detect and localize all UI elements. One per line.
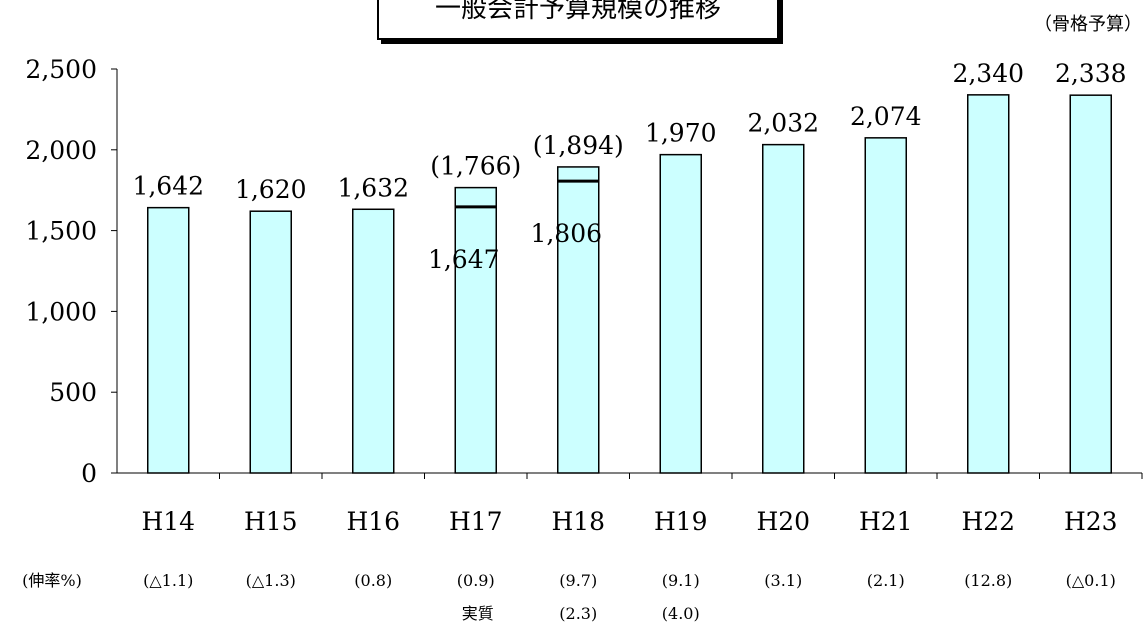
real-growth-header: 実質 — [462, 604, 494, 623]
x-tick-label: H21 — [859, 507, 913, 536]
x-tick-label: H16 — [346, 507, 400, 536]
y-tick-label: 0 — [81, 459, 97, 488]
real-growth-label: (2.3) — [559, 604, 597, 623]
bar-value-label: 1,620 — [235, 175, 307, 204]
x-tick-label: H15 — [244, 507, 298, 536]
bar-value-label: 1,642 — [132, 172, 204, 201]
bar-value-label: (1,766) — [430, 152, 521, 181]
growth-rate-header: (伸率%) — [22, 571, 82, 590]
x-tick-label: H20 — [756, 507, 810, 536]
x-tick-label: H17 — [449, 507, 503, 536]
bar-value-label: 2,074 — [850, 102, 922, 131]
x-tick-label: H18 — [551, 507, 605, 536]
y-tick-label: 2,000 — [25, 136, 97, 165]
growth-rate-label: (9.1) — [662, 571, 700, 590]
real-value-label: 1,647 — [428, 245, 500, 274]
x-tick-label: H23 — [1064, 507, 1118, 536]
bar — [557, 166, 600, 474]
growth-rate-label: (12.8) — [964, 571, 1012, 590]
bar-value-label: 2,338 — [1055, 59, 1127, 88]
x-tick-label: H14 — [141, 507, 195, 536]
chart-note: （骨格予算） — [1034, 14, 1142, 35]
growth-rate-label: (0.8) — [354, 571, 392, 590]
bar — [454, 186, 497, 474]
growth-rate-label: (△0.1) — [1066, 571, 1116, 590]
real-value-label: 1,806 — [530, 219, 602, 248]
real-growth-label: (4.0) — [662, 604, 700, 623]
growth-rate-label: (9.7) — [559, 571, 597, 590]
x-tick-label: H19 — [654, 507, 708, 536]
growth-rate-label: (0.9) — [457, 571, 495, 590]
bar — [147, 206, 190, 474]
growth-rate-label: (△1.3) — [246, 571, 296, 590]
bar — [762, 143, 805, 474]
bar — [352, 208, 395, 474]
y-tick-label: 1,000 — [25, 297, 97, 326]
growth-rate-label: (△1.1) — [143, 571, 193, 590]
y-tick-label: 2,500 — [25, 55, 97, 84]
bar — [1069, 94, 1112, 474]
bar-value-label: 1,970 — [645, 119, 717, 148]
bar — [659, 153, 702, 474]
bar-value-label: (1,894) — [533, 131, 624, 160]
bar — [967, 94, 1010, 474]
bar-value-label: 2,032 — [747, 109, 819, 138]
growth-rate-label: (3.1) — [764, 571, 802, 590]
chart-title: 一般会計予算規模の推移 — [377, 0, 779, 40]
y-tick-label: 1,500 — [25, 217, 97, 246]
bar-value-label: 1,632 — [337, 173, 409, 202]
bar-value-label: 2,340 — [952, 59, 1024, 88]
x-tick-label: H22 — [961, 507, 1015, 536]
growth-rate-label: (2.1) — [867, 571, 905, 590]
bar — [864, 137, 907, 474]
y-tick-label: 500 — [49, 378, 97, 407]
bar — [249, 210, 292, 474]
